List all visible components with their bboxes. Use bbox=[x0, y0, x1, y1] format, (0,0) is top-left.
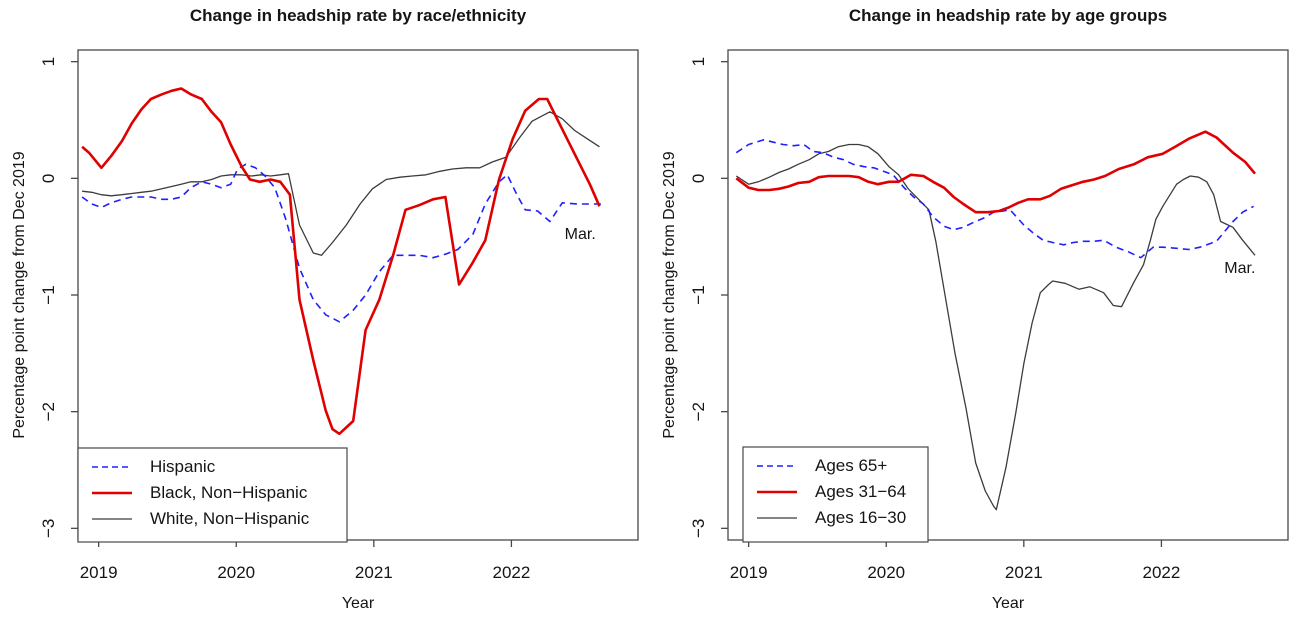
x-tick-label: 2022 bbox=[493, 563, 531, 582]
y-tick-label: −3 bbox=[39, 519, 58, 538]
x-tick-label: 2021 bbox=[355, 563, 393, 582]
x-tick-label: 2021 bbox=[1005, 563, 1043, 582]
series-line-black-non-hispanic bbox=[81, 87, 601, 436]
panel-age-groups: Change in headship rate by age groups Yea… bbox=[650, 0, 1300, 619]
x-tick-label: 2019 bbox=[730, 563, 768, 582]
y-tick-label: −1 bbox=[689, 285, 708, 304]
legend-label: White, Non−Hispanic bbox=[150, 509, 310, 528]
x-tick-label: 2019 bbox=[80, 563, 118, 582]
y-tick-label: −3 bbox=[689, 519, 708, 538]
y-tick-label: 0 bbox=[39, 174, 58, 183]
y-tick-label: −2 bbox=[39, 402, 58, 421]
chart-svg-0: Change in headship rate by race/ethnicit… bbox=[11, 6, 639, 612]
x-tick-label: 2022 bbox=[1143, 563, 1181, 582]
series-line-ages-31-64 bbox=[735, 130, 1257, 214]
last-point-annotation: Mar. bbox=[565, 226, 596, 243]
panel-race-ethnicity: Change in headship rate by race/ethnicit… bbox=[11, 6, 639, 612]
series-line-white-non-hispanic bbox=[82, 111, 600, 256]
last-point-annotation: Mar. bbox=[1224, 260, 1255, 277]
y-axis-label: Percentage point change from Dec 2019 bbox=[11, 151, 28, 438]
y-tick-label: 1 bbox=[39, 57, 58, 66]
legend-box bbox=[742, 446, 929, 543]
series-line-ages-65+ bbox=[735, 139, 1254, 259]
legend-label: Ages 31−64 bbox=[815, 482, 906, 501]
y-tick-label: −1 bbox=[39, 285, 58, 304]
chart-svg-1: Change in headship rate by age groups Yea… bbox=[661, 6, 1289, 612]
series-line-ages-16-30 bbox=[735, 143, 1256, 511]
x-axis-label: Year bbox=[342, 595, 375, 612]
series-line-hispanic bbox=[81, 163, 603, 323]
legend-label: Black, Non−Hispanic bbox=[150, 483, 308, 502]
legend-label: Ages 65+ bbox=[815, 456, 887, 475]
chart-title: Change in headship rate by age groups bbox=[849, 6, 1167, 25]
x-tick-label: 2020 bbox=[217, 563, 255, 582]
y-axis-label: Percentage point change from Dec 2019 bbox=[661, 151, 678, 438]
chart-title: Change in headship rate by race/ethnicit… bbox=[190, 6, 527, 25]
x-tick-label: 2020 bbox=[867, 563, 905, 582]
y-tick-label: 0 bbox=[689, 174, 708, 183]
legend-label: Hispanic bbox=[150, 457, 216, 476]
y-tick-label: 1 bbox=[689, 57, 708, 66]
legend-label: Ages 16−30 bbox=[815, 508, 906, 527]
y-tick-label: −2 bbox=[689, 402, 708, 421]
legend-box bbox=[77, 447, 348, 543]
x-axis-label: Year bbox=[992, 595, 1025, 612]
